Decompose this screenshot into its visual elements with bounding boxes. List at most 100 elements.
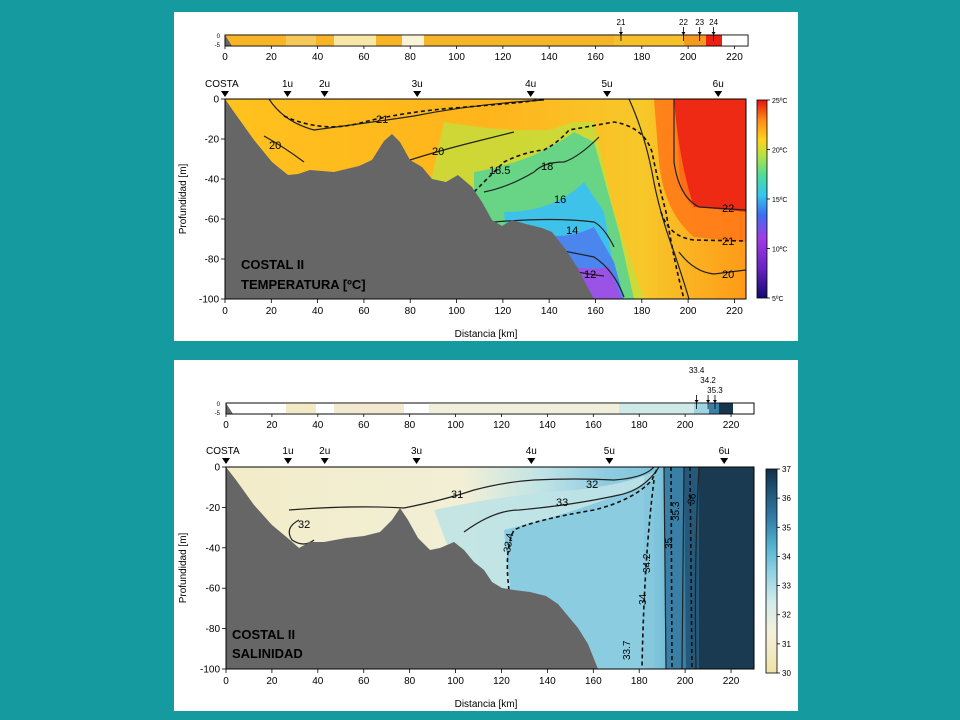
colorbar-ticks: 25ºC 20ºC 15ºC 10ºC 5ºC <box>767 98 787 303</box>
contour-label: 33.7 <box>622 640 633 660</box>
contour-label: 18.5 <box>489 165 510 177</box>
station-marker <box>320 458 329 464</box>
strip-x-tick-label: 140 <box>539 420 556 431</box>
salinity-section-panel: 0 -5 33.4 34.2 35.3 0 20 40 60 80 100 120 140 160 1… <box>174 360 798 711</box>
strip-x-tick-label: 160 <box>587 52 604 63</box>
contour-label: 35.3 <box>671 501 682 521</box>
station-label: 6u <box>719 446 730 457</box>
strip-x-tick-label: 80 <box>405 52 417 63</box>
colorbar-tick-label: 35 <box>782 523 791 532</box>
y-tick-label: -40 <box>206 543 221 554</box>
colorbar <box>756 99 768 299</box>
colorbar-tick-label: 33 <box>782 582 791 591</box>
strip-x-tick-label: 140 <box>541 52 558 63</box>
strip-x-tick-label: 160 <box>585 420 602 431</box>
strip-x-tick-label: 180 <box>631 420 648 431</box>
x-tick-label: 180 <box>633 306 650 317</box>
colorbar-tick-label: 30 <box>782 669 791 678</box>
colorbar-tick-label: 10ºC <box>772 247 787 254</box>
station-marker <box>222 458 230 464</box>
y-tick-label: -20 <box>205 135 220 146</box>
x-tick-label: 180 <box>631 676 648 687</box>
x-tick-label: 140 <box>541 306 558 317</box>
station-label: 3u <box>411 446 422 457</box>
strip-x-tick-label: 40 <box>312 52 324 63</box>
station-marker <box>714 91 723 97</box>
x-tick-label: 220 <box>723 676 740 687</box>
station-label: 1u <box>282 446 293 457</box>
strip-x-tick-label: 0 <box>223 420 229 431</box>
strip-marker-arrow <box>711 32 716 35</box>
strip-x-axis: 0 20 40 60 80 100 120 140 160 180 200 220 <box>223 414 740 431</box>
contour-label: 14 <box>566 225 578 237</box>
station-marker <box>412 458 421 464</box>
y-tick-label: -20 <box>206 503 221 514</box>
contour-label: 20 <box>269 140 281 152</box>
x-tick-label: 40 <box>312 676 324 687</box>
station-label: COSTA <box>205 79 239 90</box>
strip-marker-arrow <box>697 32 702 35</box>
seafloor <box>226 467 598 669</box>
strip-x-tick-label: 100 <box>448 52 465 63</box>
contour-label: 21 <box>722 236 734 248</box>
panel-title: COSTAL II <box>241 257 304 272</box>
x-axis-label: Distancia [km] <box>455 329 518 340</box>
strip-marker-label: 21 <box>617 18 626 27</box>
strip-x-tick-label: 100 <box>447 420 464 431</box>
strip-marker-arrow <box>694 400 699 403</box>
colorbar-tick-label: 5ºC <box>772 296 784 303</box>
station-marker <box>221 91 229 97</box>
x-tick-label: 0 <box>222 306 228 317</box>
station-marker <box>527 458 536 464</box>
strip-marker-arrow <box>706 400 711 403</box>
contour-label: 20 <box>432 146 444 158</box>
x-tick-label: 200 <box>680 306 697 317</box>
x-axis-label: Distancia [km] <box>455 699 518 710</box>
contour-label: 18 <box>541 161 553 173</box>
station-label: 3u <box>412 79 423 90</box>
seafloor <box>225 99 594 299</box>
surface-strip: 0 -5 21 22 23 24 <box>215 18 749 49</box>
x-tick-label: 40 <box>312 306 324 317</box>
y-tick-label: -60 <box>206 584 221 595</box>
station-marker <box>605 458 614 464</box>
colorbar-tick-label: 31 <box>782 640 791 649</box>
y-tick-label: -40 <box>205 175 220 186</box>
strip-x-tick-label: 0 <box>222 52 228 63</box>
colorbar-tick-label: 15ºC <box>772 197 787 204</box>
strip-x-tick-label: 60 <box>358 420 370 431</box>
strip-x-axis: 0 20 40 60 80 100 120 140 160 180 200 220 <box>222 46 743 63</box>
station-label: 2u <box>319 446 330 457</box>
station-label: 4u <box>525 79 536 90</box>
colorbar-tick-label: 36 <box>782 494 791 503</box>
strip-x-tick-label: 80 <box>404 420 416 431</box>
x-tick-label: 20 <box>266 306 278 317</box>
contour-label: 33.4 <box>502 532 516 554</box>
strip-marker-label: 22 <box>679 18 688 27</box>
strip-marker-arrow <box>712 400 717 403</box>
contour-label: 12 <box>584 269 596 281</box>
contour-label: 32 <box>586 479 598 491</box>
contour-label: 20 <box>722 269 734 281</box>
strip-marker-arrow <box>618 32 623 35</box>
station-markers: COSTA 1u 2u 3u 4u 5u 6u <box>206 446 730 464</box>
strip-marker-label: 24 <box>709 18 718 27</box>
x-tick-label: 140 <box>539 676 556 687</box>
station-label: 5u <box>604 446 615 457</box>
station-marker <box>283 91 292 97</box>
y-tick-label: 0 <box>213 95 219 106</box>
x-tick-label: 200 <box>677 676 694 687</box>
station-label: 4u <box>526 446 537 457</box>
x-tick-label: 120 <box>495 306 512 317</box>
contour-label: 16 <box>554 194 566 206</box>
strip-marker-label: 35.3 <box>707 386 723 395</box>
strip-marker-label: 34.2 <box>700 376 716 385</box>
station-label: 5u <box>602 79 613 90</box>
contour-label: 21 <box>376 114 388 126</box>
station-markers: COSTA 1u 2u 3u 4u 5u 6u <box>205 79 724 97</box>
station-label: 2u <box>319 79 330 90</box>
x-tick-label: 220 <box>726 306 743 317</box>
x-axis: 0 20 40 60 80 100 120 140 160 180 200 220 <box>223 669 740 687</box>
x-tick-label: 100 <box>447 676 464 687</box>
contour-label: 36 <box>686 492 699 505</box>
